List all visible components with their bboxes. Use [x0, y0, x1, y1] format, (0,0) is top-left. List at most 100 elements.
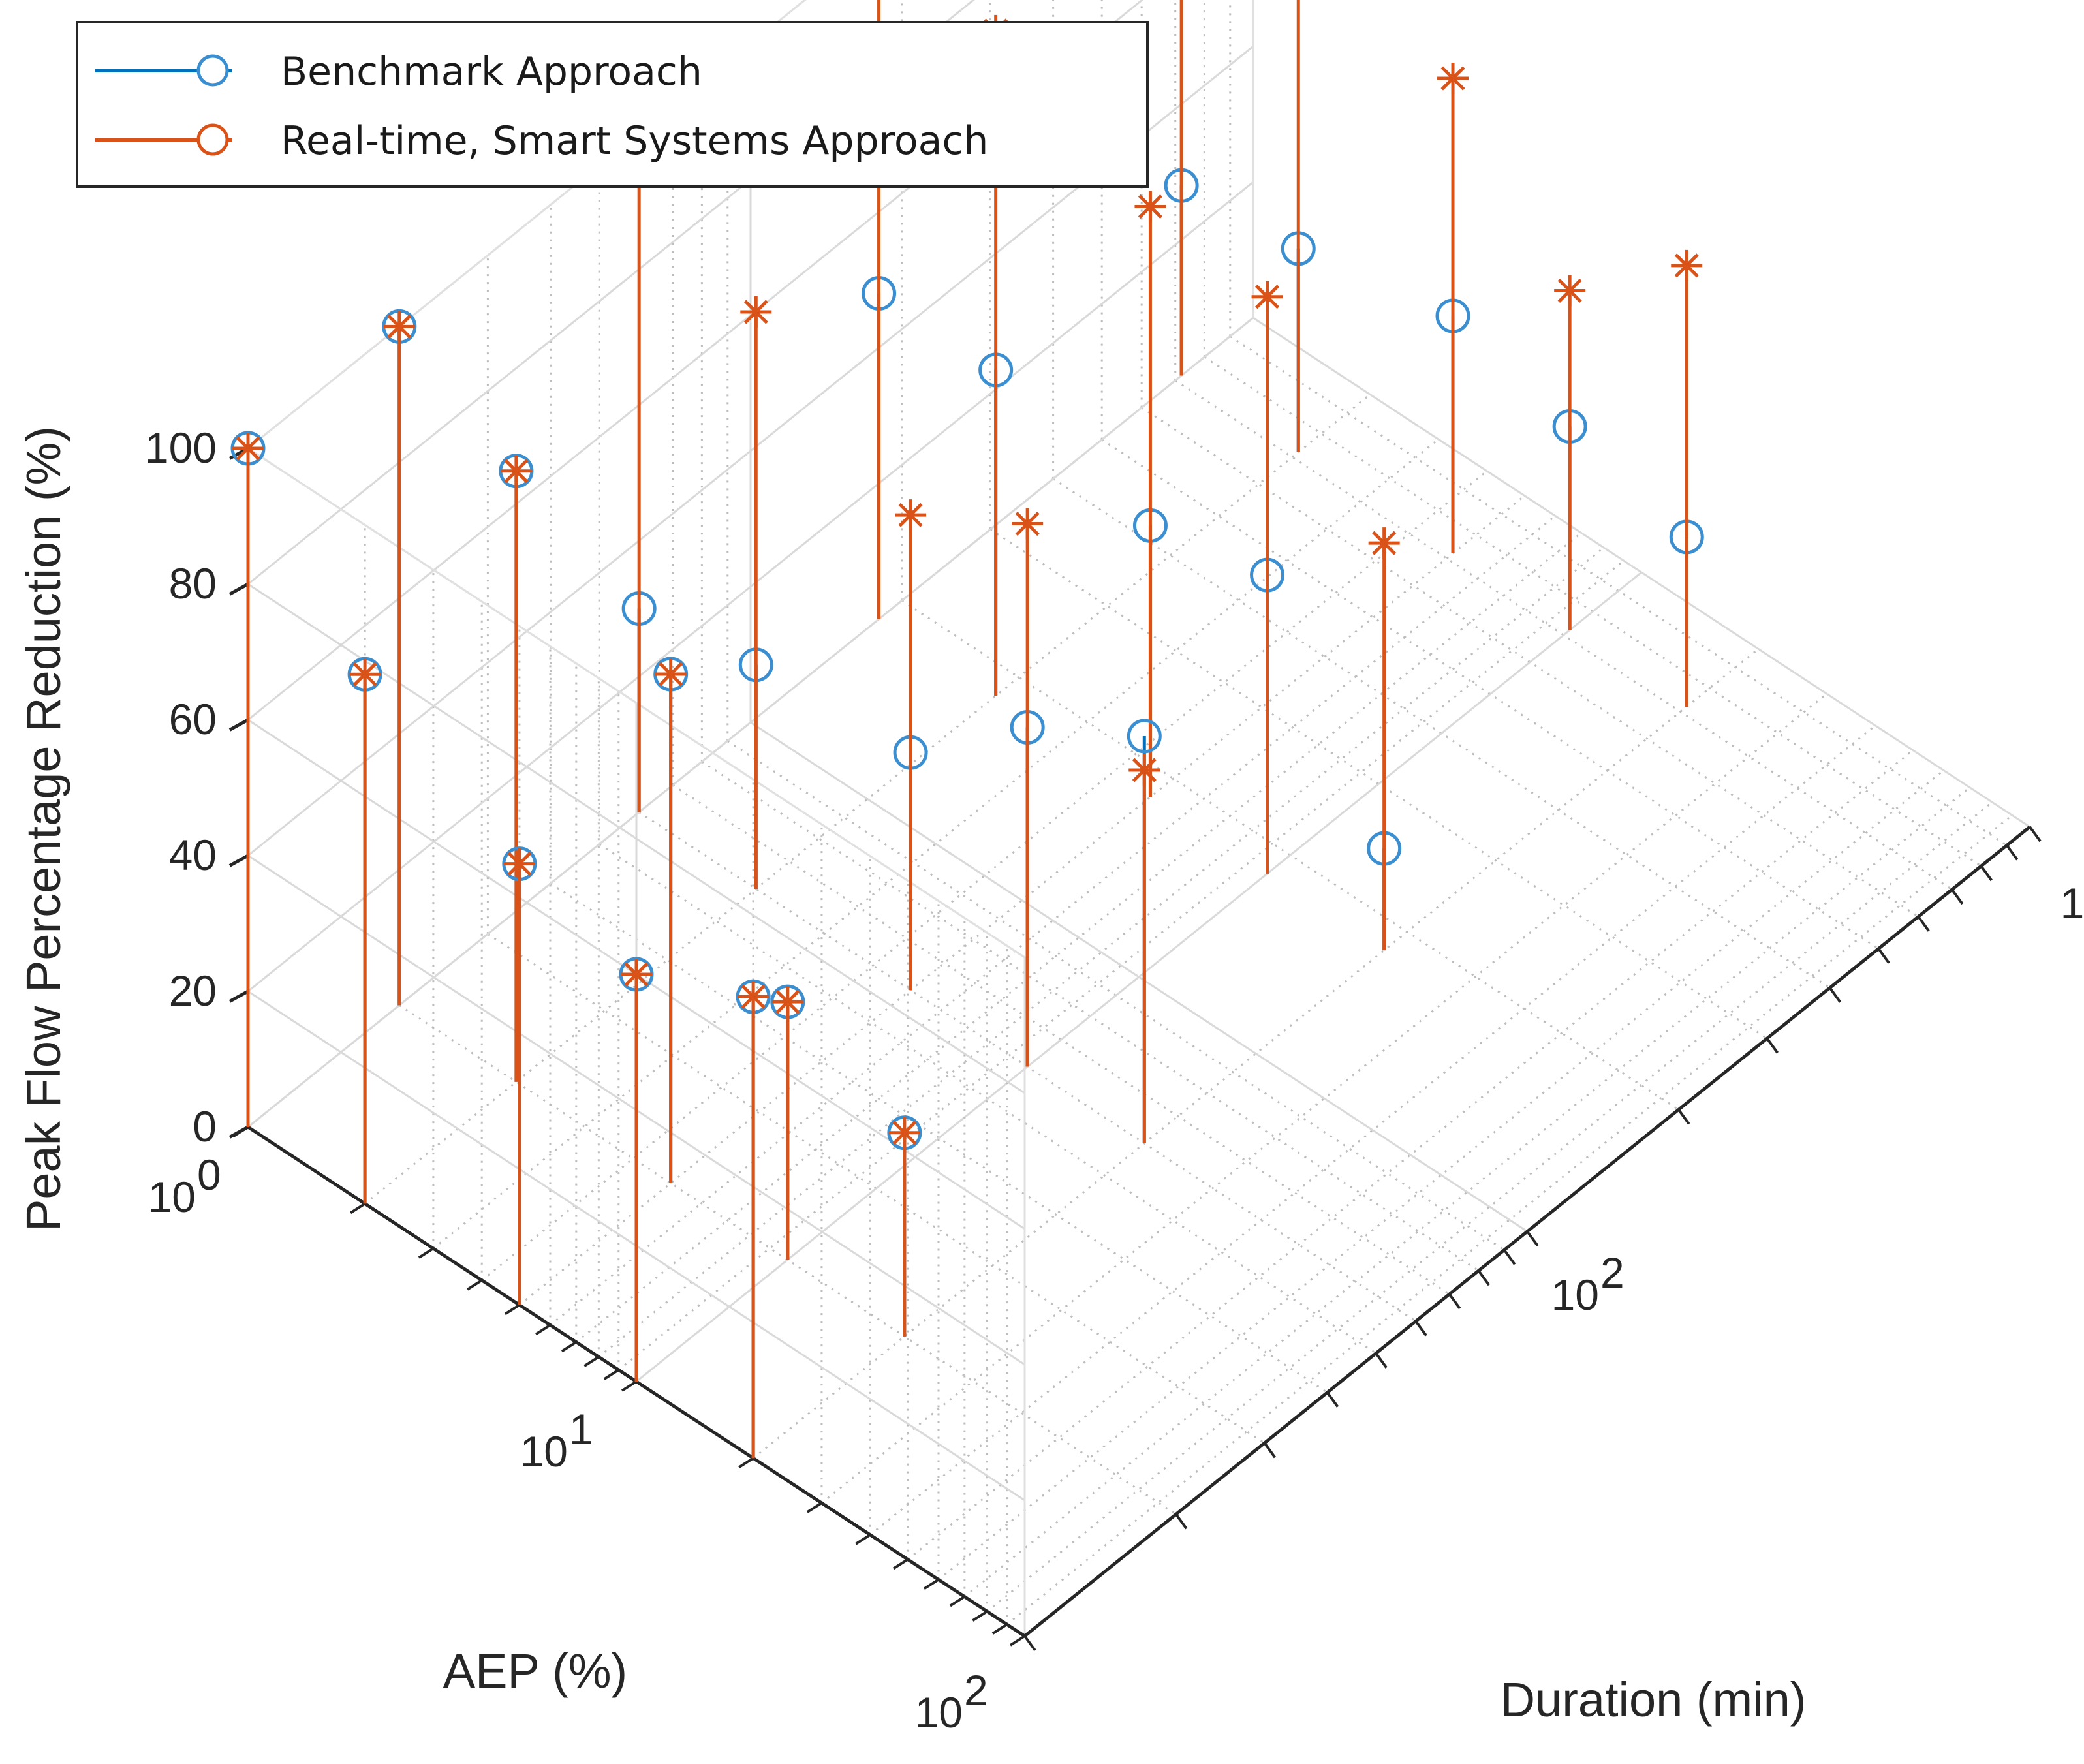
smart-star-stroke	[743, 300, 768, 324]
y-tick	[1375, 1352, 1388, 1369]
wall-gridline-major	[247, 317, 1254, 1128]
axes-layer: 020406080100100101102102103	[145, 424, 2084, 1737]
smart-star-stroke	[1557, 278, 1582, 303]
smart-stem-point	[500, 455, 532, 1082]
smart-stem-point	[1368, 527, 1400, 951]
y-tick-label: 10	[1551, 1271, 1599, 1319]
smart-stem-point	[383, 311, 415, 1006]
smart-stem-point	[232, 433, 264, 1127]
x-tick	[949, 1595, 965, 1607]
z-tick-label: 0	[193, 1102, 217, 1151]
smart-stem-point	[740, 296, 772, 889]
x-tick	[1009, 1635, 1026, 1647]
smart-stem-point	[888, 1117, 920, 1337]
smart-stem-point	[1296, 0, 1300, 452]
z-tick	[228, 582, 249, 596]
legend-marker-smart	[196, 123, 229, 156]
legend-label-smart: Real-time, Smart Systems Approach	[281, 118, 988, 164]
y-tick	[1414, 1320, 1427, 1337]
smart-stem-point	[1179, 0, 1183, 376]
z-tick-label: 60	[169, 695, 217, 743]
z-tick-label: 100	[145, 424, 217, 472]
x-tick	[923, 1578, 940, 1590]
x-tick	[738, 1457, 754, 1469]
benchmark-circle-marker	[1127, 719, 1162, 754]
legend: Benchmark Approach Real-time, Smart Syst…	[76, 21, 1149, 188]
x-tick	[467, 1279, 483, 1291]
smart-stem-point	[503, 848, 535, 1305]
x-tick-exponent: 1	[569, 1405, 593, 1453]
x-tick	[350, 1202, 366, 1215]
smart-stem-point	[1012, 508, 1044, 1067]
smart-stem-point	[623, 151, 655, 812]
x-tick	[418, 1247, 434, 1259]
smart-stem-point	[738, 981, 770, 1459]
z-tick	[228, 718, 249, 732]
smart-star-stroke	[1254, 285, 1280, 309]
x-tick	[972, 1610, 988, 1622]
y-axis-label: Duration (min)	[1501, 1673, 1807, 1727]
y-tick	[1980, 865, 1993, 882]
smart-stem-point	[1128, 754, 1160, 1143]
smart-stem-point	[1437, 63, 1469, 554]
smart-stem-point	[621, 959, 652, 1382]
y-tick	[1175, 1513, 1188, 1530]
x-tick	[232, 1126, 249, 1137]
smart-stem-point	[1134, 191, 1166, 797]
smart-star-stroke	[624, 962, 649, 987]
x-tick-label: 10	[148, 1173, 196, 1221]
x-tick	[991, 1623, 1008, 1635]
smart-star-stroke	[387, 314, 412, 339]
y-tick	[1951, 888, 1964, 905]
smart-stem-point	[771, 986, 803, 1260]
y-tick	[1677, 1109, 1690, 1125]
wall-gridline-major	[247, 181, 1254, 993]
y-tick	[2029, 826, 2042, 843]
x-tick	[621, 1380, 638, 1392]
x-tick-label: 10	[520, 1427, 568, 1476]
y-tick	[1877, 948, 1890, 964]
smart-stem-point	[655, 658, 687, 1183]
y-tick	[2006, 844, 2019, 861]
smart-star-stroke	[507, 852, 532, 876]
y-tick	[1448, 1293, 1461, 1310]
smart-star-stroke	[1440, 66, 1465, 91]
smart-star-stroke	[775, 989, 800, 1014]
smart-star-stroke	[892, 1121, 917, 1145]
legend-entry-smart: Real-time, Smart Systems Approach	[95, 118, 988, 164]
box-edge	[247, 447, 1025, 959]
y-tick	[1263, 1442, 1277, 1459]
smart-star-stroke	[1674, 253, 1699, 278]
x-tick	[855, 1534, 871, 1545]
smart-star-stroke	[504, 459, 529, 484]
y-tick	[1503, 1249, 1516, 1265]
x-tick	[806, 1502, 822, 1513]
smart-star-stroke	[1132, 758, 1157, 782]
z-tick-label: 40	[169, 831, 217, 879]
legend-entry-benchmark: Benchmark Approach	[95, 49, 702, 95]
z-axis-label: Peak Flow Percentage Reduction (%)	[16, 426, 70, 1231]
smart-star-stroke	[1138, 194, 1163, 219]
smart-star-stroke	[659, 662, 683, 687]
smart-star-stroke	[352, 662, 377, 687]
x-tick	[603, 1369, 619, 1380]
x-tick	[535, 1323, 552, 1336]
labels-layer: Peak Flow Percentage Reduction (%) AEP (…	[16, 426, 1806, 1727]
z-tick-label: 20	[169, 967, 217, 1015]
floor-gridline-major	[750, 721, 1528, 1233]
wall-gridline-major	[247, 583, 1025, 1094]
legend-label-benchmark: Benchmark Approach	[281, 49, 702, 95]
z-tick-label: 80	[169, 559, 217, 608]
y-tick	[1828, 987, 1842, 1003]
floor-gridline-major	[1252, 317, 2030, 828]
x-tick-exponent: 0	[197, 1151, 221, 1199]
smart-stem-point	[349, 658, 381, 1204]
legend-marker-benchmark	[196, 54, 229, 87]
y-tick	[1477, 1269, 1490, 1286]
smart-star-stroke	[898, 503, 923, 527]
x-tick	[583, 1355, 600, 1367]
z-tick	[228, 989, 249, 1003]
smart-stem-point	[895, 499, 927, 991]
y-tick	[1023, 1635, 1036, 1652]
